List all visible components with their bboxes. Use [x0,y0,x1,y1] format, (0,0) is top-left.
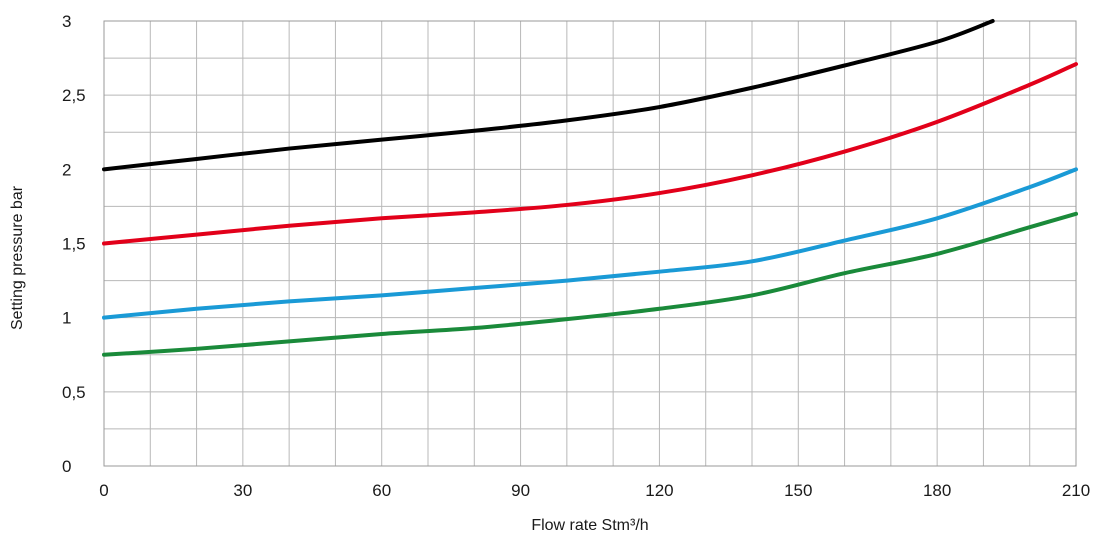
grid [103,20,1077,467]
series-line-3 [102,167,1078,320]
y-tick-label: 1 [62,309,71,328]
y-axis-label: Setting pressure bar [9,185,26,330]
x-tick-label: 150 [784,481,812,500]
x-tick-label: 60 [372,481,391,500]
y-tick-label: 0,5 [62,383,86,402]
x-tick-label: 210 [1062,481,1090,500]
x-tick-label: 30 [233,481,252,500]
y-tick-label: 2 [62,160,71,179]
x-tick-label: 90 [511,481,530,500]
y-tick-label: 0 [62,457,71,476]
series-line-1 [102,19,995,172]
series-lines [102,19,1078,357]
series-line-4 [102,211,1078,357]
series-line-2 [102,62,1078,246]
x-axis-ticks: 0 30 60 90 120 150 180 210 [99,481,1090,500]
y-tick-label: 2,5 [62,86,86,105]
y-tick-label: 3 [62,12,71,31]
x-axis-label: Flow rate Stm³/h [531,517,648,534]
x-tick-label: 0 [99,481,108,500]
x-tick-label: 180 [923,481,951,500]
y-axis-ticks: 0 0,5 1 1,5 2 2,5 3 [62,12,86,476]
y-tick-label: 1,5 [62,235,86,254]
x-tick-label: 120 [645,481,673,500]
